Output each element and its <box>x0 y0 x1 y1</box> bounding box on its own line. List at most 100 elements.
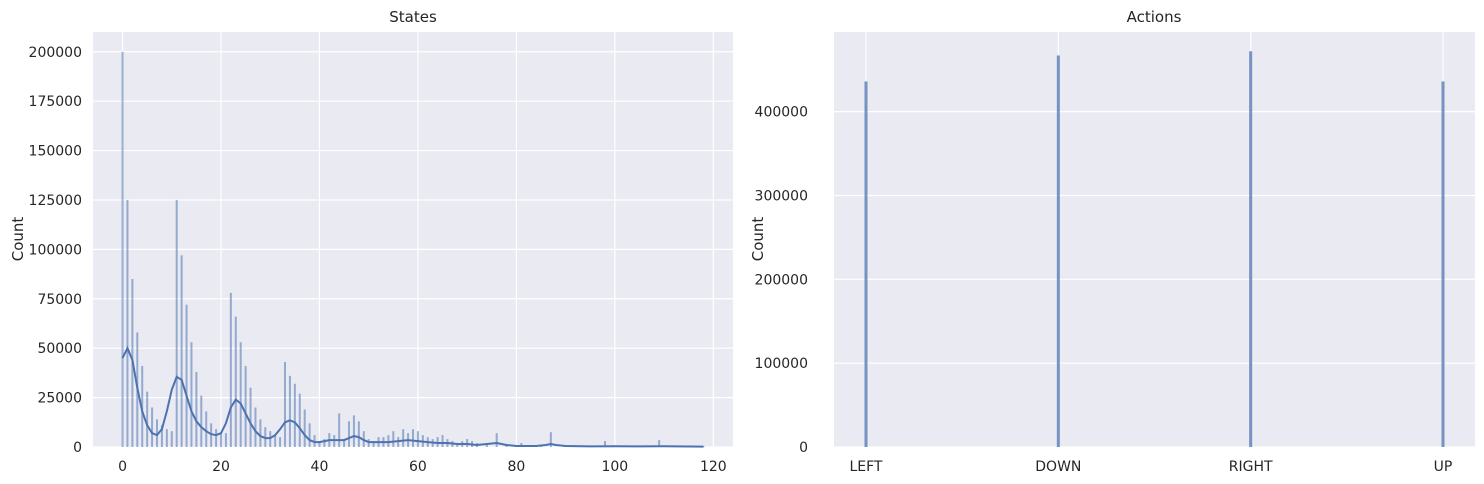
states-bar <box>126 199 129 447</box>
states-bar <box>239 342 242 447</box>
states-bar <box>151 407 154 447</box>
actions-y-tick-label: 300000 <box>755 188 808 204</box>
states-bar <box>224 433 227 447</box>
states-bar <box>298 393 301 447</box>
states-bar <box>220 433 222 447</box>
actions-axes-background <box>834 32 1475 447</box>
actions-panel: LEFT DOWN RIGHT UP 0 100000 200000 300000 40000… <box>749 8 1475 475</box>
states-bar <box>165 429 168 447</box>
states-bar <box>348 421 350 447</box>
states-y-tick-label: 50000 <box>37 341 82 357</box>
states-bar <box>284 362 286 447</box>
states-y-tick-label: 75000 <box>37 292 82 308</box>
states-bar <box>387 435 390 447</box>
actions-bar-left <box>864 81 868 447</box>
states-title: States <box>389 8 437 26</box>
states-bar <box>604 441 606 447</box>
states-bar <box>160 425 163 447</box>
states-x-tick-label: 20 <box>212 459 230 475</box>
states-x-tick-label: 40 <box>311 459 329 475</box>
states-bar <box>338 413 341 447</box>
states-axes-background <box>93 32 733 447</box>
states-gridlines <box>93 32 733 448</box>
states-y-tick-label: 100000 <box>29 242 82 258</box>
states-bar <box>146 391 149 447</box>
states-bar <box>185 304 188 447</box>
states-bar <box>357 421 360 447</box>
actions-x-ticks: LEFT DOWN RIGHT UP <box>849 459 1452 475</box>
states-bar <box>274 435 277 447</box>
states-bar <box>372 441 375 447</box>
states-x-ticks: 0 20 40 60 80 100 120 <box>118 459 727 475</box>
states-bar <box>259 419 262 447</box>
actions-bar-down <box>1056 55 1060 448</box>
states-bar <box>121 51 124 448</box>
actions-x-tick-label: LEFT <box>849 459 882 475</box>
states-y-tick-label: 25000 <box>37 391 82 407</box>
states-bar <box>200 395 203 447</box>
states-bar <box>308 423 311 447</box>
actions-x-tick-label: DOWN <box>1035 459 1081 475</box>
states-bar <box>205 411 208 447</box>
states-x-tick-label: 120 <box>700 459 727 475</box>
states-bar <box>549 432 552 447</box>
states-y-label: Count <box>9 217 27 262</box>
states-bar <box>170 431 173 447</box>
states-bar <box>318 441 321 447</box>
states-bar <box>141 365 144 447</box>
states-bar <box>412 429 414 447</box>
states-x-tick-label: 80 <box>507 459 525 475</box>
states-bar <box>416 431 419 447</box>
states-x-tick-label: 0 <box>118 459 127 475</box>
actions-bars <box>864 51 1445 448</box>
states-bar <box>288 375 291 447</box>
actions-x-tick-label: UP <box>1434 459 1453 475</box>
actions-y-tick-label: 0 <box>799 440 808 456</box>
actions-bar-up <box>1441 81 1445 447</box>
states-bar <box>215 429 218 447</box>
actions-y-ticks: 0 100000 200000 300000 400000 <box>755 105 808 456</box>
states-bar <box>658 440 661 447</box>
states-bar <box>343 439 346 447</box>
states-y-tick-label: 175000 <box>29 94 82 110</box>
states-bar <box>293 383 296 447</box>
states-bar <box>180 255 183 447</box>
states-bar <box>175 199 178 447</box>
states-bar <box>156 419 158 447</box>
states-bar <box>456 443 459 447</box>
states-bar <box>229 292 232 447</box>
states-bar <box>323 439 326 447</box>
states-bar <box>495 433 498 447</box>
states-bar <box>195 371 198 447</box>
states-bar <box>244 365 247 447</box>
states-bar <box>249 387 252 447</box>
states-kde-line <box>121 345 704 448</box>
actions-y-tick-label: 200000 <box>755 272 808 288</box>
states-y-tick-label: 200000 <box>29 45 82 61</box>
states-bar <box>392 431 395 447</box>
states-bars <box>121 51 705 448</box>
states-bar <box>279 437 282 447</box>
states-bar <box>254 407 257 447</box>
states-y-tick-label: 0 <box>73 440 82 456</box>
states-bar <box>352 415 355 447</box>
actions-y-tick-label: 100000 <box>755 356 808 372</box>
actions-y-tick-label: 400000 <box>755 105 808 121</box>
states-y-tick-label: 150000 <box>29 144 82 160</box>
states-bar <box>402 429 405 447</box>
states-y-tick-label: 125000 <box>29 193 82 209</box>
states-y-ticks: 0 25000 50000 75000 100000 125000 150000 175000… <box>29 45 82 456</box>
actions-bar-right <box>1249 51 1253 447</box>
states-x-tick-label: 60 <box>409 459 427 475</box>
states-bar <box>441 435 444 447</box>
states-bar <box>190 342 193 447</box>
actions-title: Actions <box>1127 8 1182 26</box>
states-bar <box>485 444 488 447</box>
states-bar <box>303 409 306 447</box>
states-x-tick-label: 100 <box>601 459 628 475</box>
states-bar <box>234 316 237 447</box>
actions-x-tick-label: RIGHT <box>1229 459 1273 475</box>
actions-y-label: Count <box>749 217 767 262</box>
states-panel: 0 20 40 60 80 100 120 0 25000 50000 75000 100000 12… <box>9 8 733 475</box>
